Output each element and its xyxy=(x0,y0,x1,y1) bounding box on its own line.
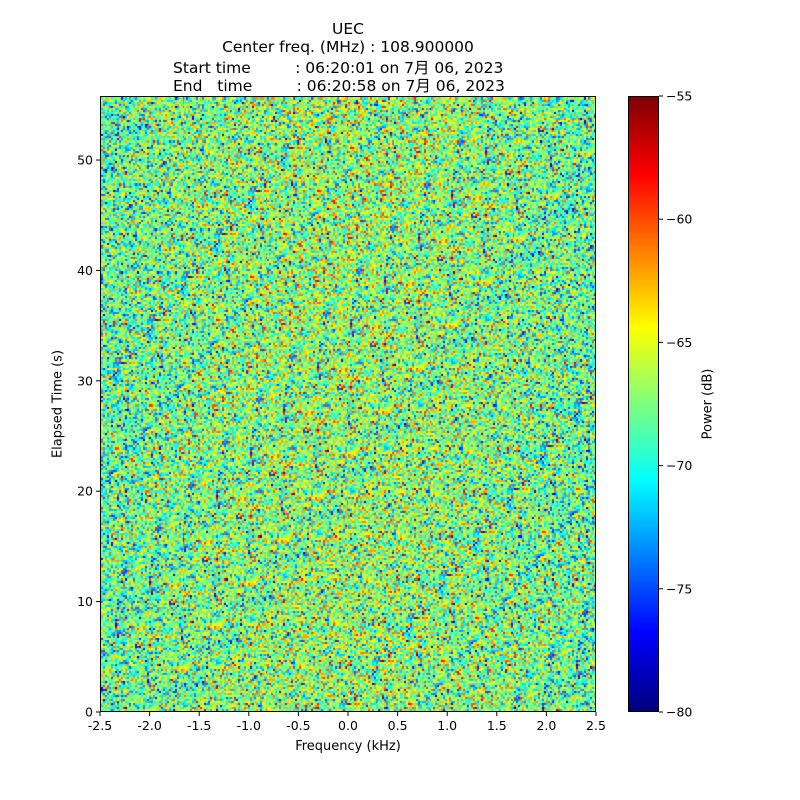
x-tick-label: 1.0 xyxy=(437,718,457,733)
colorbar-tick-label: −65 xyxy=(666,335,692,350)
colorbar-tick-label: −70 xyxy=(666,458,692,473)
x-tick-label: -0.5 xyxy=(286,718,310,733)
y-tick-label: 50 xyxy=(77,153,93,168)
chart-subtitle-start: Start time : 06:20:01 on 7月 06, 2023 xyxy=(173,59,504,77)
colorbar-tick-label: −55 xyxy=(666,89,692,104)
plot-area xyxy=(100,96,596,712)
x-tick-label: -1.0 xyxy=(237,718,261,733)
x-tick-label: -2.0 xyxy=(137,718,161,733)
x-tick-label: 0.5 xyxy=(388,718,408,733)
x-tick-label: -1.5 xyxy=(187,718,211,733)
chart-subtitle-end: End time : 06:20:58 on 7月 06, 2023 xyxy=(173,77,505,95)
y-tick-label: 30 xyxy=(77,373,93,388)
x-tick-label: 1.5 xyxy=(487,718,507,733)
y-tick-label: 10 xyxy=(77,594,93,609)
chart-title: UEC xyxy=(332,20,364,38)
colorbar-gradient xyxy=(629,97,658,711)
y-tick-label: 20 xyxy=(77,484,93,499)
chart-subtitle-freq: Center freq. (MHz) : 108.900000 xyxy=(222,38,474,56)
x-tick-label: -2.5 xyxy=(88,718,112,733)
colorbar-tick-label: −60 xyxy=(666,212,692,227)
colorbar-tick-label: −80 xyxy=(666,705,692,720)
colorbar xyxy=(628,96,659,712)
colorbar-tick-label: −75 xyxy=(666,581,692,596)
y-tick-label: 0 xyxy=(85,705,93,720)
y-axis-label: Elapsed Time (s) xyxy=(50,349,66,459)
heatmap-canvas xyxy=(101,97,595,711)
y-tick-label: 40 xyxy=(77,263,93,278)
x-axis-label: Frequency (kHz) xyxy=(295,739,401,754)
x-tick-label: 0.0 xyxy=(338,718,358,733)
x-tick-label: 2.5 xyxy=(586,718,606,733)
colorbar-label: Power (dB) xyxy=(700,368,716,440)
x-tick-label: 2.0 xyxy=(536,718,556,733)
